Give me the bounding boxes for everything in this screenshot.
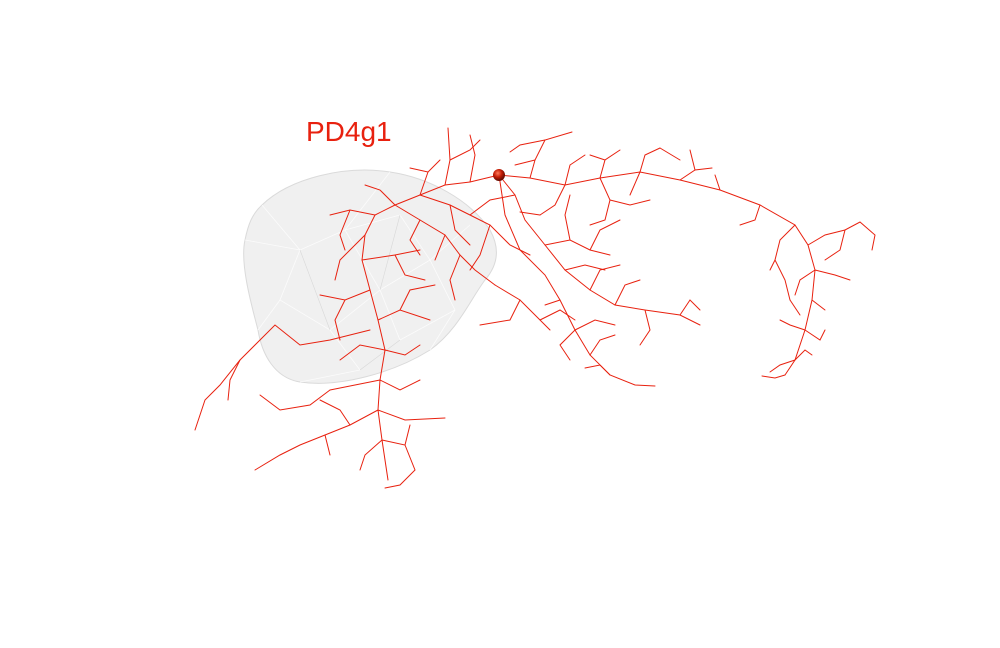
neurite-branch [529, 131, 573, 179]
neuropil-mesh [243, 169, 497, 384]
neurite-branch [574, 319, 616, 331]
neurite-branch [589, 334, 616, 356]
neurite-branch [789, 299, 801, 316]
neurite-branch [639, 309, 651, 346]
neurite-branch [609, 199, 651, 206]
neurite-branch [377, 409, 446, 421]
neurite-branch [714, 174, 721, 191]
neurite-branch [509, 139, 546, 153]
neurite-branch [494, 284, 551, 331]
neurite-branch [589, 177, 611, 226]
neurite-branch [319, 399, 351, 426]
neurite-branch [394, 204, 496, 286]
neurite-branch [539, 184, 566, 216]
neurite-branch [449, 204, 471, 246]
neurite-branch [519, 211, 541, 216]
neurite-branch [769, 259, 776, 271]
neurite-branch [739, 204, 761, 226]
neurite-branch [324, 434, 331, 456]
neurite-branch [689, 149, 696, 171]
neurite-branch [334, 299, 346, 341]
neurite-trunk [498, 174, 701, 326]
neurite-branch [679, 167, 713, 181]
neurite-branch [469, 134, 476, 183]
neurite-branch [449, 254, 461, 301]
neurite-branch [329, 379, 381, 391]
neuron-arbor [194, 127, 876, 489]
neurite-branch [599, 149, 621, 179]
neurite-branch [811, 299, 826, 311]
neurite-branch [434, 234, 446, 261]
neurite-trunk [498, 171, 816, 376]
neurite-branch [544, 239, 611, 256]
neurite-branch [339, 344, 386, 361]
neurite-branch [254, 409, 379, 471]
neurite-branch [334, 234, 366, 281]
neurite-branch [564, 154, 586, 186]
neuron-soma [493, 169, 505, 181]
neurite-branch [584, 364, 611, 376]
neurite-branch [469, 194, 516, 216]
neurite-branch [614, 279, 641, 306]
neurite-branch [359, 439, 383, 471]
neurite-branch [404, 424, 411, 446]
neurite-branch [659, 147, 681, 161]
neurite-branch [409, 167, 429, 173]
neurite-branch [399, 284, 436, 311]
neurite-branch [794, 269, 816, 296]
neurite-branch [544, 299, 561, 306]
neurite-trunk [498, 174, 656, 387]
neurite-branch [779, 319, 806, 331]
neurite-branch [804, 329, 826, 341]
neurite-branch [384, 344, 421, 356]
neurite-branch [194, 324, 371, 431]
neurite-branch [814, 269, 851, 281]
neurite-branch [449, 139, 481, 161]
neurite-branch [514, 159, 536, 166]
neurite-branch [774, 224, 796, 301]
neurite-branch [807, 221, 876, 251]
neurite-branch [381, 439, 416, 489]
neurite-branch [539, 309, 576, 321]
neurite-branch [589, 264, 621, 291]
neurite-branch [409, 219, 421, 256]
neurite-branch [419, 194, 531, 256]
neurite-branch [444, 127, 451, 186]
neurite-branch [379, 379, 421, 391]
neurite-branch [394, 254, 426, 281]
neurite-branch [364, 184, 396, 206]
neurite-branch [479, 299, 521, 326]
neurite-branch [589, 154, 606, 161]
neuropil-body [243, 169, 497, 384]
neurite-branch [469, 224, 491, 271]
neuron-name-label: PD4g1 [306, 116, 392, 147]
neurite-branch [824, 229, 846, 261]
neurite-branch [794, 349, 813, 361]
neurite-branch [761, 374, 786, 379]
neurite-branch [564, 264, 606, 271]
neurite-branch [679, 299, 701, 316]
neurite-branch [259, 389, 331, 411]
neurite-branch [564, 194, 571, 241]
neurite-branch [339, 209, 351, 251]
neurite-branch [559, 329, 576, 361]
neurite-branch [769, 359, 796, 373]
neurite-branch [639, 147, 661, 173]
neurite-branch [227, 359, 241, 401]
neurite-branch [629, 171, 641, 196]
neurite-branch [589, 219, 621, 251]
